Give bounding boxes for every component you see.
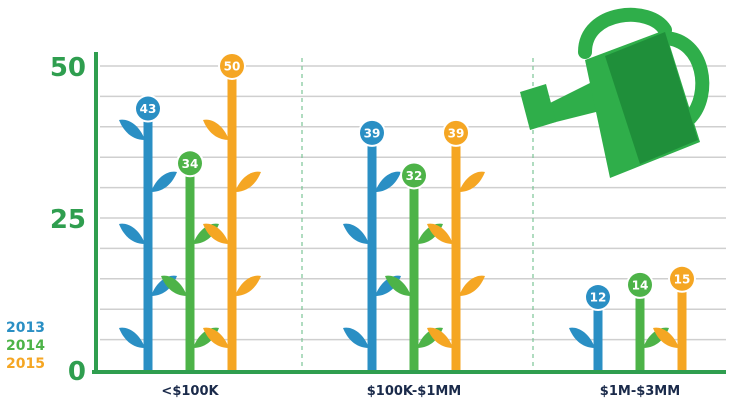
data-label: 50	[224, 60, 241, 74]
leaf	[161, 275, 187, 296]
data-label: 39	[448, 126, 465, 140]
stem	[227, 66, 237, 370]
leaf	[235, 275, 261, 296]
bar-stem: 39	[427, 118, 485, 370]
flower-head	[402, 163, 426, 188]
y-tick-labels: 0 25 50	[50, 53, 86, 387]
category-label: $1M-$3MM	[600, 384, 680, 399]
category-label: $100K-$1MM	[367, 384, 462, 399]
leaf	[427, 327, 453, 348]
flower-head	[220, 54, 244, 78]
leaf	[343, 327, 369, 348]
leaf	[459, 171, 485, 192]
flower-head	[628, 272, 652, 297]
bar-stem: 43	[119, 94, 177, 370]
stem	[185, 163, 195, 370]
stem	[635, 284, 645, 370]
stem	[677, 278, 687, 370]
leaf	[653, 327, 679, 348]
leaf	[119, 119, 145, 140]
data-label: 12	[590, 291, 607, 305]
axes	[92, 52, 726, 374]
legend-entry: 2014	[6, 338, 45, 354]
bar-stem: 12	[569, 283, 612, 370]
data-label: 14	[632, 278, 649, 292]
data-label: 15	[674, 272, 691, 286]
watering-can-icon	[520, 7, 710, 178]
leaf	[569, 327, 595, 348]
flower-head	[178, 151, 202, 176]
stem	[409, 175, 419, 370]
leaf	[459, 275, 485, 296]
stem	[451, 132, 461, 370]
category-labels: <$100K $100K-$1MM $1M-$3MM	[161, 384, 680, 399]
legend: 2013 2014 2015	[6, 320, 45, 372]
leaf	[235, 171, 261, 192]
y-tick-label: 25	[50, 205, 86, 235]
stem	[593, 297, 603, 370]
leaf	[119, 327, 145, 348]
legend-entry: 2013	[6, 320, 45, 336]
leaf	[375, 171, 401, 192]
data-label: 34	[182, 157, 199, 171]
flower-head	[586, 285, 610, 310]
legend-entry: 2015	[6, 356, 45, 372]
flower-head	[360, 120, 384, 145]
stem	[143, 108, 153, 370]
leaf	[151, 171, 177, 192]
data-label: 39	[364, 126, 381, 140]
leaf	[203, 223, 229, 244]
bar-stem: 15	[653, 264, 696, 370]
bar-stem: 14	[626, 270, 669, 370]
leaf	[119, 223, 145, 244]
flower-head	[444, 120, 468, 145]
leaf	[203, 119, 229, 140]
data-label: 43	[140, 102, 157, 116]
leaf	[385, 275, 411, 296]
flower-head	[136, 96, 160, 121]
leaf	[343, 223, 369, 244]
bar-stem: 50	[203, 52, 261, 370]
stem	[367, 132, 377, 370]
y-tick-label: 50	[50, 53, 86, 83]
leaf	[203, 327, 229, 348]
data-label: 32	[406, 169, 423, 183]
category-label: <$100K	[161, 384, 219, 399]
y-tick-label: 0	[68, 357, 86, 387]
flower-head	[670, 266, 694, 291]
plot-area: 43 39 12 34 32 14 50 39 15	[119, 52, 696, 370]
leaf	[427, 223, 453, 244]
